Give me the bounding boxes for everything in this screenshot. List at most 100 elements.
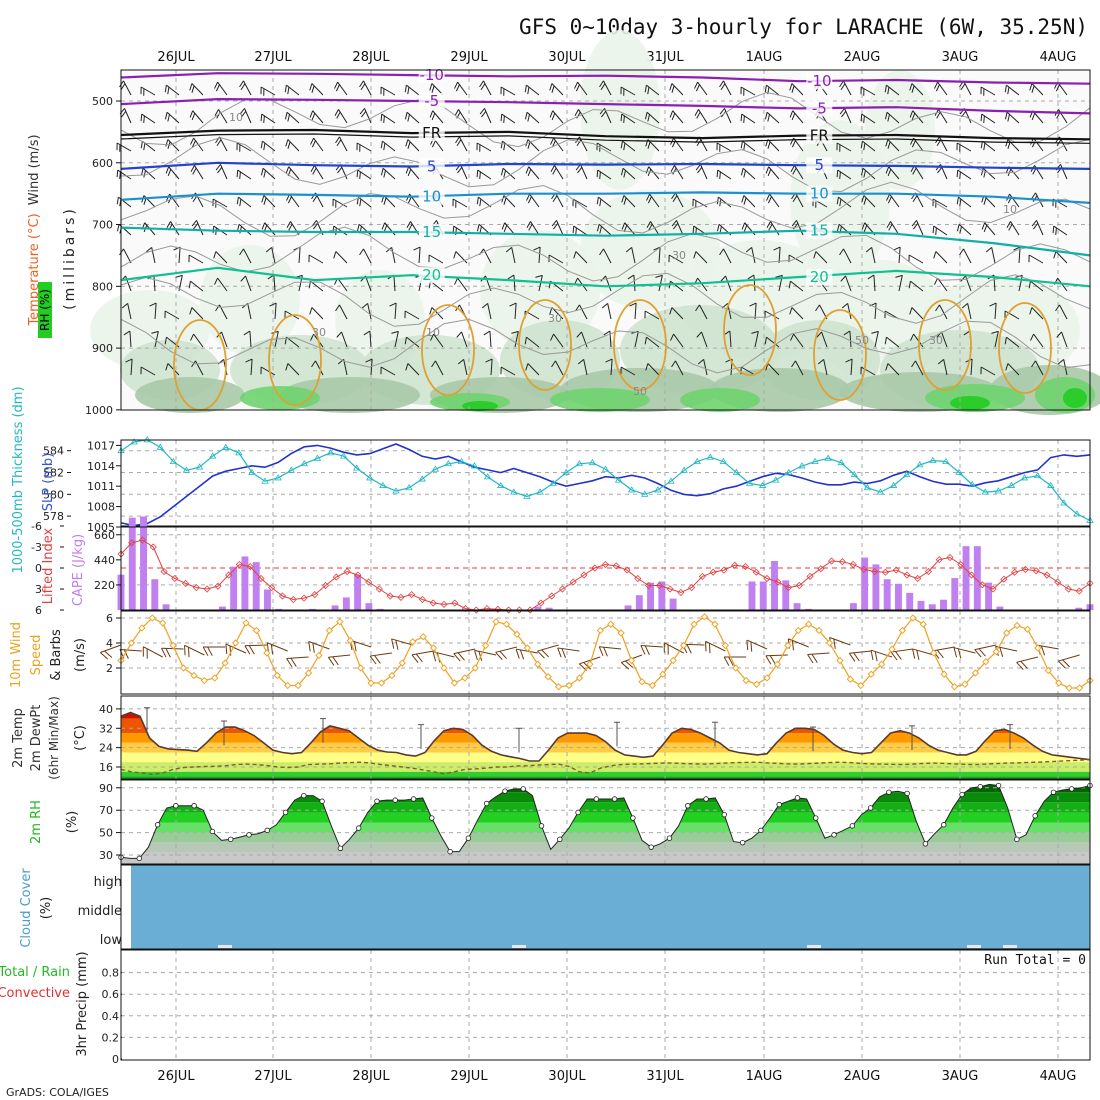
wind-barb	[404, 310, 420, 320]
wind-barb-flag	[189, 110, 194, 118]
wind-axis-label: Wind (m/s)	[27, 134, 42, 205]
wind-barb-flag	[190, 165, 195, 172]
rh2m-point	[209, 828, 216, 835]
date-label-30JUL: 30JUL	[548, 50, 586, 65]
rh2m-point	[995, 782, 1002, 789]
wind-barb	[910, 280, 924, 292]
wind-barb-flag	[120, 83, 126, 90]
wind-barb-flag	[525, 363, 529, 371]
cape-bar	[771, 560, 778, 610]
wind-barb-flag	[893, 246, 901, 251]
wind-barb-flag	[895, 274, 903, 278]
wind-barb-flag	[391, 638, 395, 649]
wind-barb-flag	[503, 197, 507, 205]
temp2m-band	[121, 742, 1090, 753]
temperature-contour-label: FR	[422, 124, 441, 142]
wind10m-speed-point	[502, 620, 511, 628]
wind-barb	[556, 220, 564, 236]
wind-barb	[212, 198, 228, 208]
wind-barb-flag	[743, 225, 748, 233]
wind-barb-flag	[527, 87, 530, 95]
wind-barb-flag	[843, 330, 851, 336]
rh2m-point	[648, 844, 654, 850]
wind-barb	[575, 251, 588, 264]
wind10m-speed-point	[169, 641, 177, 650]
wind10m-speed-point	[440, 664, 448, 672]
wind-barb-flag	[645, 166, 650, 174]
wind10m-speed-point	[596, 626, 604, 635]
wind-barb-flag	[909, 307, 913, 315]
wind-barb-flag	[313, 223, 319, 230]
li-tick-label: 6	[35, 604, 42, 617]
thickness-point	[719, 457, 728, 464]
wind-barb-flag	[526, 193, 531, 201]
rh2m-frame	[120, 779, 1091, 865]
wind-barb-flag	[647, 141, 651, 149]
wind-barb-flag	[525, 139, 529, 147]
wind-barb	[474, 649, 497, 656]
wind-barb-flag	[719, 248, 724, 256]
wind10m-speed-point	[554, 683, 563, 691]
wind10m-speed-point	[909, 614, 917, 622]
wind-barb-flag	[527, 169, 532, 177]
wind-barb-flag	[308, 641, 311, 652]
wind-barb-flag	[764, 337, 767, 345]
wind-barb-flag	[1008, 223, 1013, 231]
rh2m-point	[739, 839, 746, 846]
wind-barb-flag	[789, 307, 793, 315]
wind-barb-flag	[644, 112, 648, 120]
lifted-index-point	[537, 599, 545, 607]
cape-axis-label: CAPE (J/kg)	[71, 534, 86, 606]
wind-barb	[874, 303, 877, 320]
lifted-index-point	[774, 578, 782, 586]
wind-barb	[1016, 656, 1039, 663]
wind-barb	[671, 307, 684, 320]
slp-tick-label: 1014	[87, 460, 115, 473]
rh2m-point	[977, 783, 984, 790]
wind10m-speed-point	[357, 664, 365, 672]
wind-barb-flag	[653, 246, 661, 251]
wind10m-speed-point	[982, 658, 990, 666]
wind-barb-flag	[886, 193, 891, 201]
temperature-contour-label: -5	[424, 92, 439, 110]
wind-barb-flag	[285, 166, 290, 174]
rh2m-point	[136, 855, 142, 862]
wind-barb	[1059, 304, 1068, 320]
lifted-index-point	[914, 574, 922, 583]
wind-barb-flag	[910, 333, 915, 341]
wind-barb	[217, 277, 228, 292]
wind-barb-flag	[429, 307, 433, 315]
rh2m-point	[776, 801, 782, 808]
rh2m-point	[173, 803, 179, 809]
wind-barb-flag	[561, 648, 566, 658]
wind-barb-flag	[933, 251, 937, 259]
cape-bar	[331, 605, 339, 610]
wind-barb-flag	[1062, 659, 1070, 668]
wind-barb-flag	[957, 648, 962, 659]
wind10m-speed-point	[1003, 629, 1011, 637]
wind-barb-flag	[116, 224, 120, 232]
wind-barb	[367, 303, 372, 320]
wind-barb	[1006, 111, 1020, 124]
wind-barb	[164, 310, 180, 320]
cloud-level-middle: middle	[78, 904, 122, 919]
cape-bar	[545, 607, 553, 610]
contour-label-bg	[806, 157, 833, 174]
wind-barb-flag	[648, 223, 653, 231]
wind-barb-flag	[1007, 114, 1010, 122]
wind-barb	[538, 247, 541, 264]
wind-barb-flag	[575, 136, 580, 144]
wind-barb-flag	[596, 170, 599, 178]
wind-barb-flag	[481, 302, 488, 309]
lifted-index-point	[322, 581, 330, 590]
cloud-frame	[120, 864, 1091, 950]
wind10m-speed-point	[752, 680, 761, 688]
wind-barb-flag	[884, 85, 887, 93]
wind-barb-flag	[620, 114, 623, 122]
wind-barb-flag	[716, 197, 719, 205]
tick-label: 4	[106, 637, 113, 650]
wind-barb-flag	[383, 197, 387, 205]
wind-barb	[238, 196, 252, 208]
wind-barb-flag	[552, 195, 558, 202]
date-label-2AUG: 2AUG	[844, 1069, 881, 1084]
